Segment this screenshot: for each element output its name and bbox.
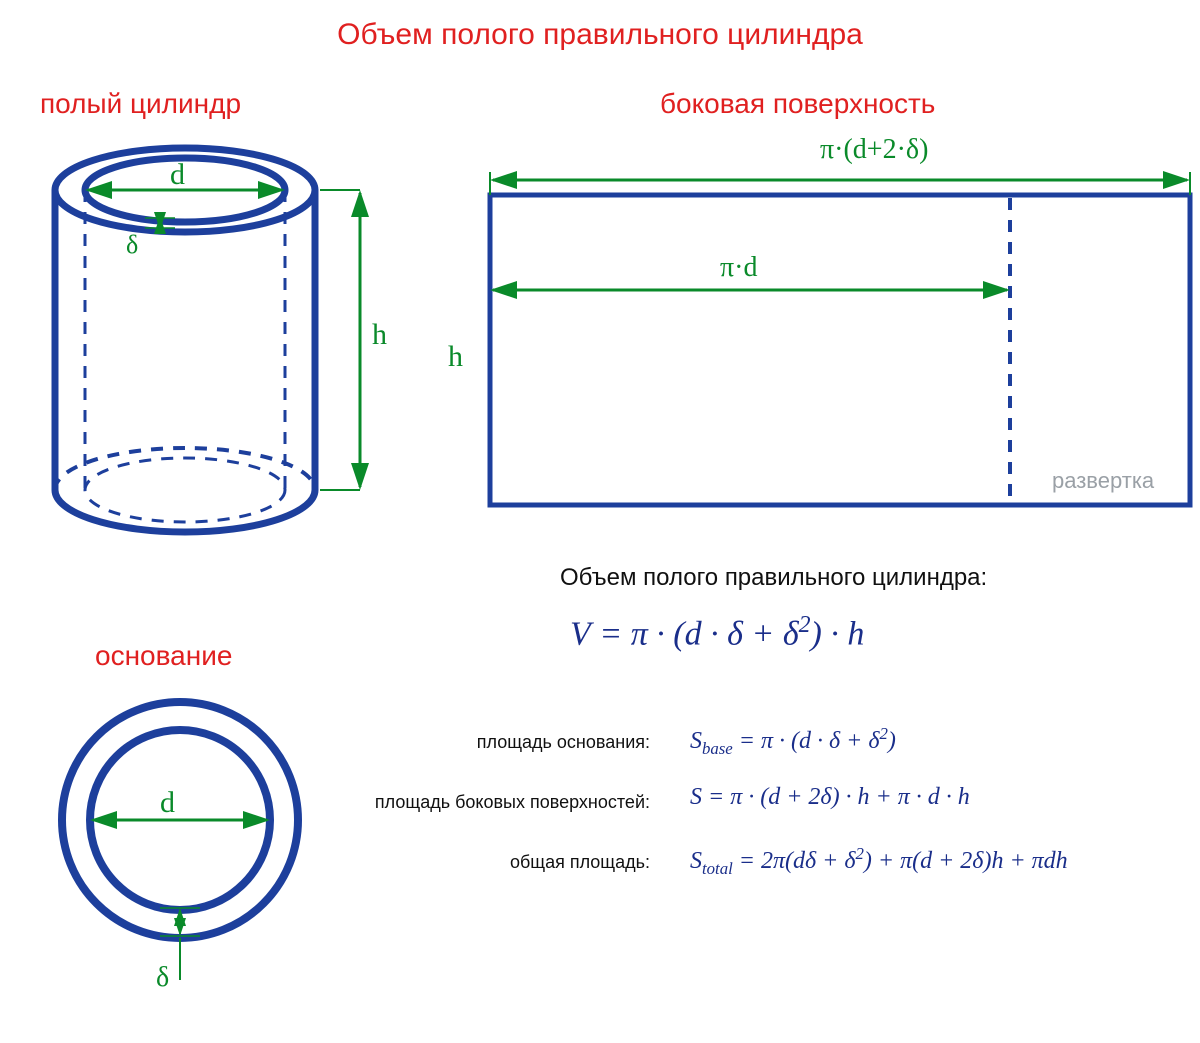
base-d-label: d [160, 786, 175, 820]
unroll-diagram [460, 130, 1200, 525]
cylinder-delta-label: δ [126, 230, 138, 260]
base-area-formula: Sbase = π · (d · δ + δ2) [690, 724, 896, 759]
unroll-inner-width-label: π·d [720, 252, 757, 284]
lateral-label: площадь боковых поверхностей: [370, 792, 650, 813]
cylinder-label: полый цилиндр [40, 88, 241, 120]
base-area-label: площадь основания: [420, 732, 650, 753]
base-delta-label: δ [156, 962, 169, 994]
cylinder-d-label: d [170, 158, 185, 192]
unroll-note: развертка [1052, 468, 1154, 494]
base-label: основание [95, 640, 232, 672]
total-formula: Stotal = 2π(dδ + δ2) + π(d + 2δ)h + πdh [690, 844, 1068, 879]
volume-title: Объем полого правильного цилиндра: [560, 564, 987, 592]
lateral-formula: S = π · (d + 2δ) · h + π · d · h [690, 784, 970, 811]
page-title: Объем полого правильного цилиндра [0, 18, 1200, 52]
unroll-top-width-label: π·(d+2·δ) [820, 134, 928, 166]
cylinder-h-label: h [372, 318, 387, 352]
base-diagram [40, 690, 340, 1010]
unroll-h-label: h [448, 340, 463, 374]
volume-formula: V = π · (d · δ + δ2) · h [570, 612, 864, 653]
total-label: общая площадь: [420, 852, 650, 873]
unroll-label: боковая поверхность [660, 88, 935, 120]
